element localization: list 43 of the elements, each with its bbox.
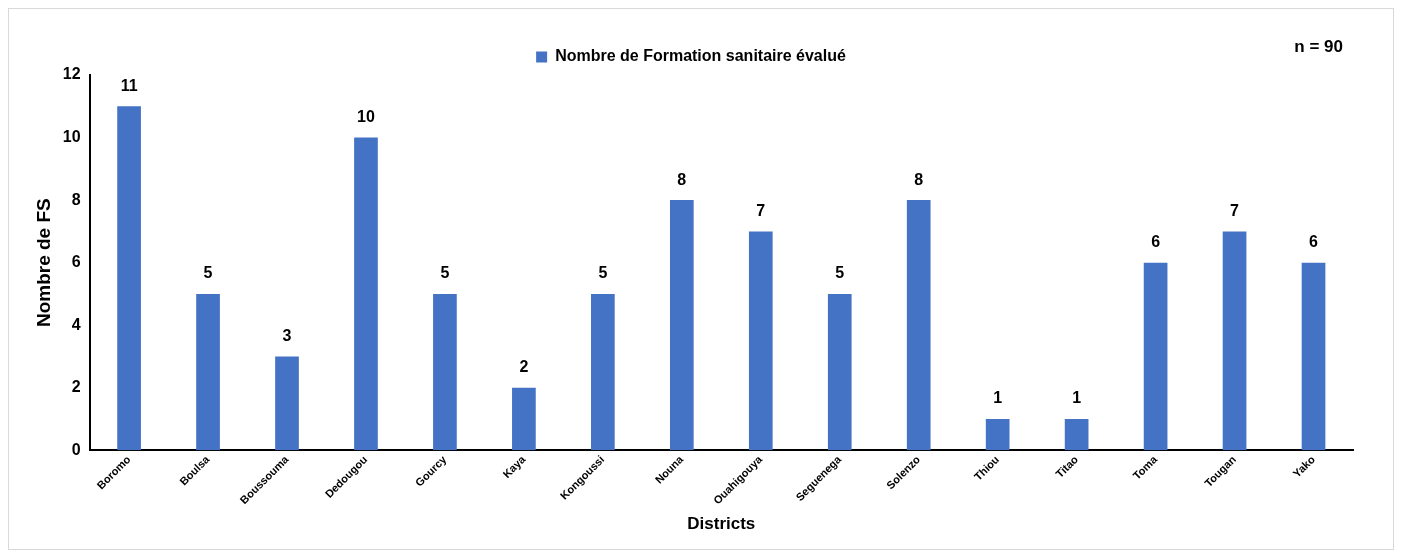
bar (1064, 419, 1089, 451)
bar (748, 231, 773, 451)
y-tick-label: 8 (71, 190, 81, 208)
bar (354, 137, 378, 451)
bar (117, 106, 141, 451)
data-label: 2 (519, 358, 529, 376)
data-label: 8 (914, 170, 924, 188)
x-axis-title: Districts (687, 514, 756, 534)
y-tick-label: 4 (71, 315, 81, 333)
data-label: 6 (1309, 233, 1319, 251)
bar (906, 200, 931, 451)
y-tick-label: 6 (71, 253, 81, 271)
y-tick-label: 12 (62, 65, 81, 83)
bar (196, 293, 220, 451)
y-axis-title: Nombre de FS (32, 198, 54, 328)
bar (1143, 262, 1168, 451)
y-tick-label: 0 (71, 440, 81, 458)
bar (827, 293, 852, 451)
bar (275, 356, 299, 451)
y-tick-label: 10 (62, 127, 81, 145)
legend-label: Nombre de Formation sanitaire évalué (555, 47, 846, 65)
bar (591, 293, 615, 451)
data-label: 10 (357, 107, 375, 125)
data-label: 1 (1072, 389, 1082, 407)
bar (1222, 231, 1247, 451)
bar (1301, 262, 1326, 451)
data-label: 1 (993, 389, 1003, 407)
bar (512, 387, 536, 451)
data-label: 11 (120, 76, 138, 94)
text: n = 90 (1294, 36, 1343, 56)
data-label: 6 (1151, 233, 1161, 251)
data-label: 5 (203, 264, 213, 282)
data-label: 8 (677, 170, 687, 188)
bar (985, 419, 1010, 451)
bar (669, 200, 694, 451)
data-label: 5 (598, 264, 608, 282)
data-label: 5 (440, 264, 450, 282)
data-label: 7 (1230, 201, 1240, 219)
data-label: 5 (835, 264, 845, 282)
bar (433, 293, 457, 451)
data-label: 7 (756, 201, 766, 219)
y-tick-label: 2 (71, 378, 81, 396)
data-label: 3 (282, 326, 292, 344)
